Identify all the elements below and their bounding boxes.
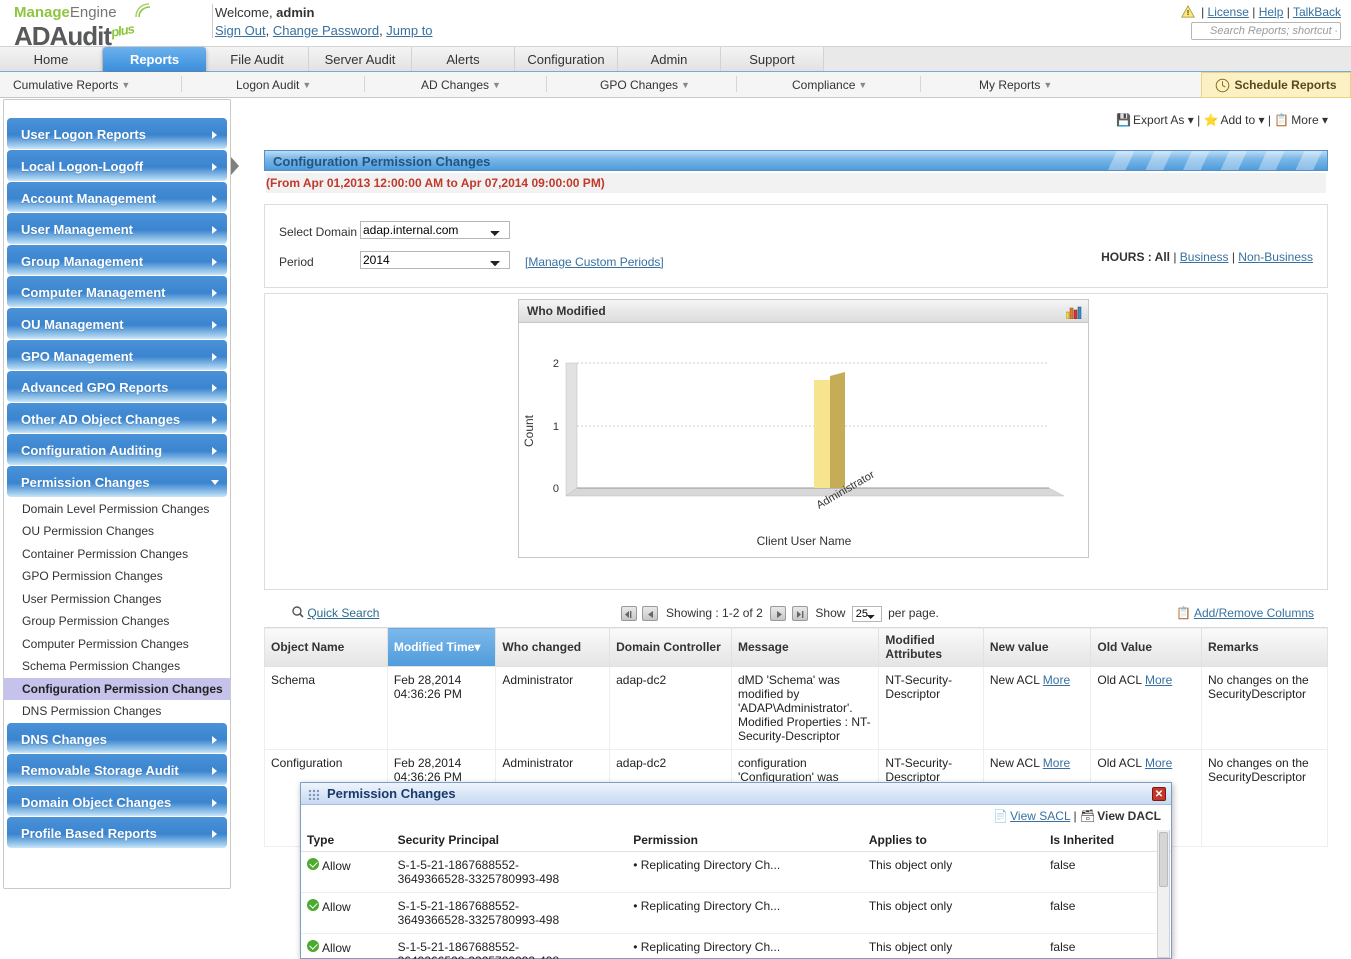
svg-text:!: ! [1186,8,1189,17]
svg-text:Client User Name: Client User Name [757,534,852,548]
svg-text:2: 2 [553,358,559,370]
svg-text:1: 1 [553,421,559,433]
svg-text:0: 0 [553,483,559,495]
svg-text:Count: Count [522,414,536,447]
